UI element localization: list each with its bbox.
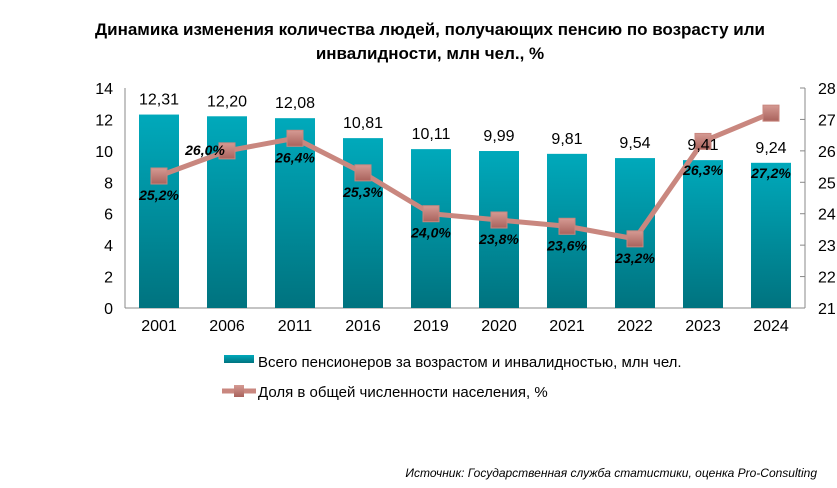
x-tick-label: 2023 <box>685 318 721 335</box>
x-tick-label: 2022 <box>617 318 653 335</box>
line-marker <box>558 217 576 235</box>
left-tick-label: 14 <box>95 81 113 98</box>
line-value-label: 24,0% <box>410 225 451 241</box>
left-tick-label: 6 <box>104 207 113 224</box>
bar-value-label: 12,31 <box>139 92 179 109</box>
x-tick-label: 2011 <box>278 318 313 335</box>
left-tick-label: 12 <box>95 112 113 129</box>
right-tick-label: 27 <box>818 112 836 129</box>
line-marker <box>150 167 168 185</box>
line-value-label: 23,2% <box>614 250 655 266</box>
right-tick-label: 24 <box>818 207 836 224</box>
line-marker <box>218 142 236 160</box>
share-line <box>158 110 772 242</box>
x-tick-label: 2024 <box>753 318 789 335</box>
bar-value-label: 9,99 <box>483 128 514 145</box>
x-tick-label: 2020 <box>481 318 517 335</box>
x-tick-label: 2016 <box>345 318 381 335</box>
chart-title: Динамика изменения количества людей, пол… <box>95 20 765 63</box>
bar-value-label: 9,81 <box>551 131 582 148</box>
legend-bar-label: Всего пенсионеров за возрастом и инвалид… <box>258 354 682 371</box>
line-marker <box>286 129 304 147</box>
line-value-label: 27,2% <box>750 165 791 181</box>
bar-value-label: 10,81 <box>343 115 383 132</box>
bar <box>683 160 723 308</box>
line-value-label: 25,2% <box>138 187 179 203</box>
legend-marker-swatch <box>234 385 244 397</box>
line-value-label: 26,0% <box>184 142 225 158</box>
line-marker <box>354 164 372 182</box>
x-tick-label: 2021 <box>549 318 585 335</box>
bar-value-label: 12,20 <box>207 93 247 110</box>
line-marker <box>762 104 780 122</box>
line-value-label: 25,3% <box>342 184 383 200</box>
legend-bar-swatch <box>224 355 254 363</box>
bar <box>479 151 519 308</box>
right-tick-label: 28 <box>818 81 836 98</box>
right-tick-label: 25 <box>818 175 836 192</box>
bar-value-label: 12,08 <box>275 95 315 112</box>
line-value-label: 26,4% <box>274 149 315 165</box>
line-marker <box>422 205 440 223</box>
right-tick-label: 26 <box>818 144 836 161</box>
bar-value-label: 10,11 <box>412 126 451 143</box>
legend-line-label: Доля в общей численности населения, % <box>258 384 548 401</box>
bar <box>751 162 791 308</box>
left-tick-label: 10 <box>95 144 113 161</box>
line-value-label: 23,8% <box>478 231 519 247</box>
left-tick-label: 2 <box>104 270 113 287</box>
bar <box>411 149 451 308</box>
right-tick-label: 22 <box>818 270 836 287</box>
bar <box>139 114 179 308</box>
left-tick-label: 8 <box>104 175 113 192</box>
x-tick-label: 2006 <box>209 318 245 335</box>
bar-value-label: 9,41 <box>687 137 718 154</box>
line-value-label: 23,6% <box>546 237 587 253</box>
line-marker <box>490 211 508 229</box>
line-value-label: 26,3% <box>682 162 723 178</box>
left-tick-label: 4 <box>104 238 113 255</box>
x-tick-label: 2019 <box>413 318 449 335</box>
bar-value-label: 9,54 <box>619 135 650 152</box>
line-marker <box>626 230 644 248</box>
x-tick-label: 2001 <box>141 318 177 335</box>
left-tick-label: 0 <box>104 301 113 318</box>
source-note: Источник: Государственная служба статист… <box>405 466 817 480</box>
bar-value-label: 9,24 <box>755 140 786 157</box>
bar <box>275 118 315 309</box>
line-marker <box>694 132 712 150</box>
right-tick-label: 21 <box>818 301 836 318</box>
right-tick-label: 23 <box>818 238 836 255</box>
